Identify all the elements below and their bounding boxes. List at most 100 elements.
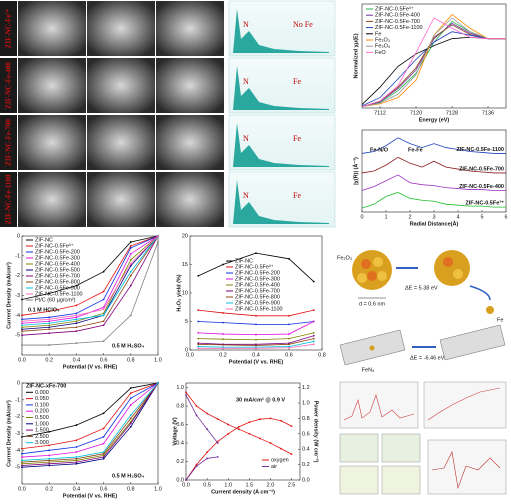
dft-curve	[427, 387, 501, 421]
point	[129, 414, 132, 416]
series-line	[21, 382, 159, 468]
legend-label: Fe₂O₃	[375, 37, 390, 43]
series-label: ZIF-NC-0.5Fe-1100	[456, 147, 504, 153]
point	[258, 437, 261, 440]
point	[75, 462, 78, 465]
legend-label: ZIF-NC-0.5Fe³⁺	[375, 5, 414, 12]
point	[255, 344, 257, 347]
point	[102, 324, 105, 327]
point	[75, 330, 78, 333]
chart: 0.0 0.2 0.4 0.6 0.8 1.0 -5 -4 -3 -2 -1 0 Potential (…	[5, 233, 161, 370]
point	[102, 290, 105, 293]
x-tick-label: 0.0	[186, 352, 194, 358]
point	[102, 427, 105, 430]
y-tick-label: 0	[17, 233, 20, 239]
point	[255, 323, 257, 326]
y2-axis-label: Power density (W cm⁻²)	[313, 401, 320, 463]
point	[312, 280, 315, 283]
point	[102, 308, 105, 311]
legend-label: ZIF-NC-0.5Fe-500	[35, 267, 80, 273]
point	[75, 424, 78, 426]
power-line	[185, 456, 218, 481]
eds-label: Fe	[293, 77, 301, 86]
point	[48, 324, 51, 327]
dft-plot	[423, 381, 507, 429]
point	[21, 452, 23, 455]
x-tick-label: 0.0	[182, 482, 190, 488]
point	[129, 274, 132, 277]
y-axis-label: Current Density (mA/cm²)	[5, 262, 12, 329]
legend-label: oxygen	[271, 457, 289, 463]
annotation: 0.1 M HClO₄	[28, 307, 60, 313]
point	[48, 322, 51, 325]
point	[48, 462, 51, 465]
point	[312, 340, 315, 343]
x-tick-label: 0.8	[127, 357, 135, 363]
point	[129, 392, 132, 394]
point	[75, 342, 78, 344]
x-tick-label: 7112	[374, 110, 386, 116]
point	[206, 457, 209, 460]
legend-label: ZIF-NC-0.5Fe-700	[35, 273, 80, 279]
series-line	[21, 382, 159, 450]
point	[129, 270, 132, 273]
tem-image	[18, 172, 86, 227]
point	[75, 322, 78, 325]
atom	[361, 259, 371, 269]
point	[48, 454, 51, 457]
dft-curve	[343, 393, 415, 421]
x-tick-label: 0.4	[73, 357, 81, 363]
y-tick-label: 1.0	[176, 385, 184, 391]
y-tick-label: 0.6	[176, 422, 184, 428]
label-strip	[0, 58, 17, 113]
x-tick-label: 2.5	[288, 482, 296, 488]
point	[288, 257, 290, 260]
legend-label: Pt/C (60 µg/cm²)	[35, 297, 76, 303]
x-tick-label: 2	[408, 214, 411, 220]
atom	[357, 273, 367, 283]
label-strip	[0, 1, 17, 56]
scheme-label: Fe₂O₃	[337, 255, 352, 261]
point	[48, 459, 51, 462]
point	[21, 462, 23, 465]
point	[75, 461, 78, 464]
row-label: ZIF-NC-Fe³⁺	[5, 8, 13, 48]
x-tick-label: 0.4	[73, 486, 81, 492]
y-tick-label: -5	[15, 465, 20, 471]
point	[21, 320, 23, 323]
point	[269, 417, 272, 420]
point	[197, 332, 200, 334]
y-tick-label: -4	[15, 313, 20, 319]
eds-label: Fe	[293, 134, 301, 143]
point	[102, 451, 105, 453]
point	[185, 391, 187, 394]
row-label: ZIF-NC-Fe-700	[5, 119, 13, 166]
point	[21, 326, 23, 329]
point	[129, 425, 132, 428]
legend-label: 0.050	[35, 396, 49, 402]
point	[197, 347, 200, 350]
point	[288, 333, 290, 335]
legend-label: ZIF-NC-0.5Fe-900	[235, 300, 280, 306]
y-tick-label: -1	[15, 397, 20, 403]
scheme-label: ΔE = -6.46 eV	[410, 355, 445, 361]
series-line	[361, 22, 506, 107]
x-tick-label: 1.5	[246, 482, 254, 488]
point	[216, 418, 219, 420]
y-tick-label: 0	[17, 380, 20, 386]
x-axis-label: Potential (V vs. RHE)	[229, 359, 284, 365]
dft-structure	[381, 465, 421, 495]
point	[75, 316, 78, 319]
point	[129, 397, 132, 400]
point	[21, 330, 23, 333]
series-line	[21, 382, 159, 463]
point	[21, 298, 23, 301]
point	[288, 343, 290, 346]
point	[102, 314, 105, 317]
point	[75, 457, 78, 460]
point	[102, 298, 105, 301]
point	[197, 309, 200, 311]
eds-label: No Fe	[293, 20, 313, 29]
x-tick-label: 3	[432, 214, 435, 220]
